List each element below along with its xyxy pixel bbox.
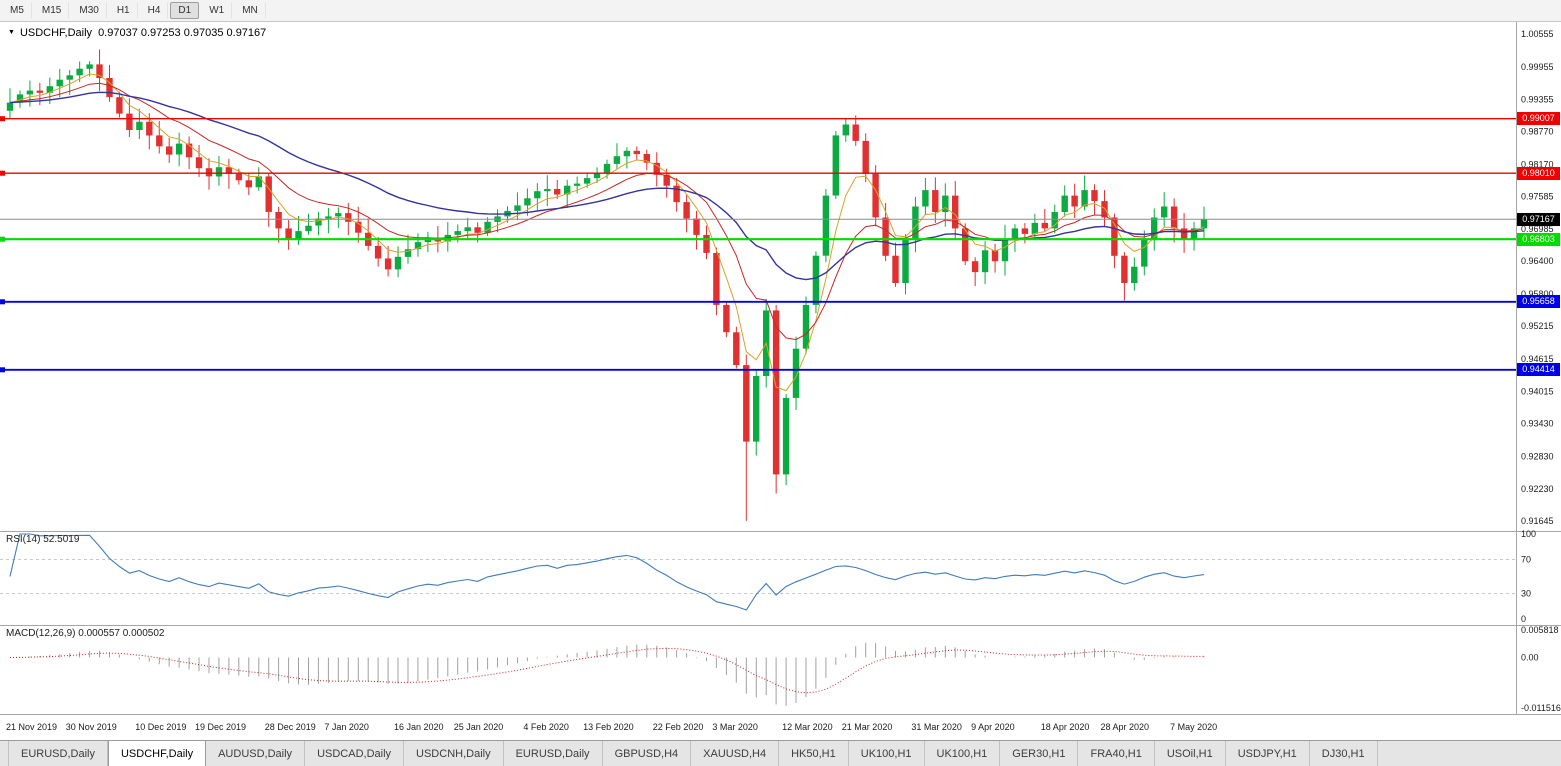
- tab-usdcad-daily-3[interactable]: USDCAD,Daily: [305, 741, 405, 766]
- x-axis-label: 22 Feb 2020: [653, 722, 704, 732]
- tab-eurusd-daily-5[interactable]: EURUSD,Daily: [504, 741, 603, 766]
- x-axis-label: 28 Dec 2019: [265, 722, 316, 732]
- candles-layer: [6, 49, 1208, 521]
- y-axis-tick: 0.99355: [1521, 95, 1554, 105]
- macd-pane: [9, 642, 1205, 706]
- chart-canvas[interactable]: 1.00555 0.99955 0.99355 0.98770 0.98170 0.975…: [0, 22, 1561, 740]
- timeframe-toolbar: M5 M15 M30 H1 H4 D1 W1 MN: [0, 0, 1561, 22]
- x-axis-label: 7 Jan 2020: [324, 722, 369, 732]
- rsi-indicator-label: RSI(14) 52.5019: [6, 534, 80, 545]
- y-axis-tick: 0.98770: [1521, 127, 1554, 137]
- timeframe-button-m15[interactable]: M15: [34, 2, 70, 19]
- y-axis-tick: 0.94615: [1521, 354, 1554, 364]
- pane-separators: [0, 22, 1561, 715]
- timeframe-button-mn[interactable]: MN: [234, 2, 266, 19]
- x-axis-label: 16 Jan 2020: [394, 722, 444, 732]
- chart-title: ▼ USDCHF,Daily 0.97037 0.97253 0.97035 0.9…: [8, 27, 266, 39]
- x-axis-label: 18 Apr 2020: [1041, 722, 1090, 732]
- x-axis-label: 30 Nov 2019: [66, 722, 117, 732]
- y-axis-tick: 0.95215: [1521, 321, 1554, 331]
- rsi-pane: [0, 533, 1516, 611]
- tab-dj30-h1-15[interactable]: DJ30,H1: [1310, 741, 1378, 766]
- tab-uk100-h1-9[interactable]: UK100,H1: [849, 741, 925, 766]
- tab-fra40-h1-12[interactable]: FRA40,H1: [1078, 741, 1155, 766]
- y-axis-tick: 0.98170: [1521, 159, 1554, 169]
- x-axis-label: 13 Feb 2020: [583, 722, 634, 732]
- tab-usdchf-daily-1[interactable]: USDCHF,Daily: [107, 741, 207, 766]
- timeframe-button-m30[interactable]: M30: [71, 2, 107, 19]
- y-axis-tick: 0.96985: [1521, 224, 1554, 234]
- y-axis-tick: 0.94015: [1521, 387, 1554, 397]
- x-axis-label: 21 Nov 2019: [6, 722, 57, 732]
- timeframe-button-m5[interactable]: M5: [2, 2, 32, 19]
- ma-30-line: [9, 91, 1205, 281]
- hline-price-label-0.96803: 0.96803: [1517, 232, 1560, 246]
- chart-region: 1.00555 0.99955 0.99355 0.98770 0.98170 0.975…: [0, 22, 1561, 740]
- tab-gbpusd-h4-6[interactable]: GBPUSD,H4: [603, 741, 692, 766]
- chart-ohlc-values: 0.97037 0.97253 0.97035 0.97167: [98, 27, 267, 39]
- x-axis-label: 21 Mar 2020: [842, 722, 893, 732]
- x-axis-label: 7 May 2020: [1170, 722, 1217, 732]
- chart-tabbar: EURUSD,Daily USDCHF,Daily AUDUSD,Daily USDC…: [0, 740, 1561, 766]
- date-axis: 21 Nov 2019 30 Nov 2019 10 Dec 2019 19 Dec …: [6, 722, 1217, 732]
- y-axis-tick: 0.99955: [1521, 62, 1554, 72]
- y-axis-tick: 0.95800: [1521, 289, 1554, 299]
- x-axis-label: 31 Mar 2020: [911, 722, 962, 732]
- price-axis: 1.00555 0.99955 0.99355 0.98770 0.98170 0.975…: [1521, 29, 1561, 713]
- macd-axis-tick: -0.011516: [1521, 703, 1561, 713]
- tab-uk100-h1-10[interactable]: UK100,H1: [925, 741, 1001, 766]
- y-axis-tick: 0.96400: [1521, 256, 1554, 266]
- tab-eurusd-daily[interactable]: EURUSD,Daily: [8, 741, 108, 766]
- chart-symbol: USDCHF,Daily: [19, 27, 93, 39]
- rsi-axis-tick: 100: [1521, 529, 1536, 539]
- current-price-label: 0.97167: [1517, 212, 1560, 226]
- y-axis-tick: 0.93430: [1521, 419, 1554, 429]
- y-axis-tick: 0.97585: [1521, 191, 1554, 201]
- timeframe-button-h1[interactable]: H1: [109, 2, 138, 19]
- y-axis-tick: 0.92230: [1521, 484, 1554, 494]
- horizontal-lines-layer: [0, 116, 1516, 373]
- x-axis-label: 12 Mar 2020: [782, 722, 833, 732]
- macd-axis-tick: 0.00: [1521, 653, 1539, 663]
- x-axis-label: 4 Feb 2020: [523, 722, 569, 732]
- timeframe-button-h4[interactable]: H4: [140, 2, 169, 19]
- tab-usoil-h1-13[interactable]: USOil,H1: [1155, 741, 1226, 766]
- x-axis-label: 28 Apr 2020: [1101, 722, 1150, 732]
- x-axis-label: 10 Dec 2019: [135, 722, 186, 732]
- hline-price-label-0.98010: 0.98010: [1517, 166, 1560, 180]
- timeframe-button-w1[interactable]: W1: [201, 2, 233, 19]
- x-axis-label: 9 Apr 2020: [971, 722, 1015, 732]
- tab-hk50-h1-8[interactable]: HK50,H1: [779, 741, 849, 766]
- tab-ger30-h1-11[interactable]: GER30,H1: [1000, 741, 1079, 766]
- ma-5-line: [9, 73, 1205, 392]
- rsi-axis-tick: 0: [1521, 614, 1526, 624]
- rsi-axis-tick: 30: [1521, 589, 1531, 599]
- y-axis-tick: 0.91645: [1521, 516, 1554, 526]
- x-axis-label: 19 Dec 2019: [195, 722, 246, 732]
- hline-price-label-0.95658: 0.95658: [1517, 295, 1560, 309]
- tab-xauusd-h4-7[interactable]: XAUUSD,H4: [691, 741, 780, 766]
- macd-indicator-label: MACD(12,26,9) 0.000557 0.000502: [6, 628, 165, 639]
- y-axis-tick: 1.00555: [1521, 29, 1554, 39]
- y-axis-tick: 0.92830: [1521, 451, 1554, 461]
- rsi-line: [9, 533, 1205, 611]
- tab-usdjpy-h1-14[interactable]: USDJPY,H1: [1226, 741, 1310, 766]
- x-axis-label: 25 Jan 2020: [454, 722, 504, 732]
- macd-axis-tick: 0.005818: [1521, 625, 1559, 635]
- macd-signal-line: [9, 647, 1205, 694]
- chart-dropdown-icon[interactable]: ▼: [8, 29, 15, 36]
- rsi-axis-tick: 70: [1521, 555, 1531, 565]
- hline-price-label-0.99007: 0.99007: [1517, 112, 1560, 126]
- x-axis-label: 3 Mar 2020: [712, 722, 758, 732]
- tab-usdcnh-daily-4[interactable]: USDCNH,Daily: [404, 741, 504, 766]
- tab-audusd-daily-2[interactable]: AUDUSD,Daily: [206, 741, 306, 766]
- hline-price-label-0.94414: 0.94414: [1517, 363, 1560, 377]
- timeframe-button-d1[interactable]: D1: [170, 2, 200, 19]
